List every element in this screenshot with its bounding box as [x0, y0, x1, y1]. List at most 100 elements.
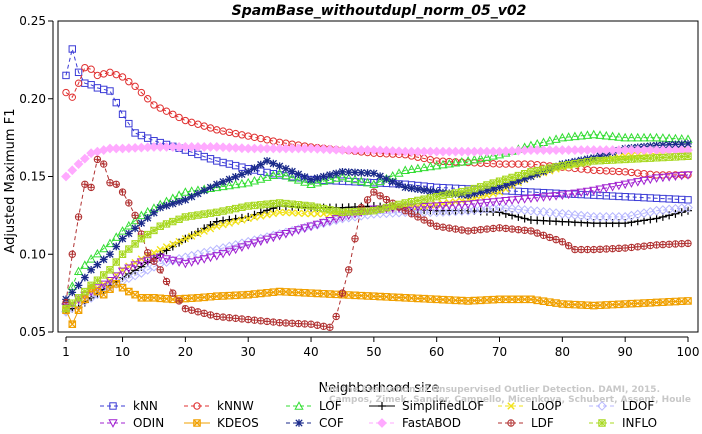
- data-point-lof: [318, 176, 329, 185]
- data-point-ldf: [571, 245, 579, 254]
- data-point-lof: [312, 177, 322, 187]
- data-point-odin: [124, 264, 134, 274]
- data-point-ldf: [495, 224, 504, 232]
- data-point-lof: [488, 151, 498, 160]
- data-point-cof: [414, 185, 422, 194]
- data-point-loop: [244, 214, 252, 223]
- data-point-inflo: [445, 190, 453, 198]
- data-point-inflo: [678, 152, 686, 161]
- data-point-fastabod: [368, 145, 379, 155]
- data-point-loop: [156, 245, 164, 254]
- data-point-odin: [256, 237, 266, 247]
- y-tick-label: 0.05: [19, 325, 46, 339]
- data-point-kdeos: [244, 290, 253, 299]
- data-point-ldf: [169, 289, 177, 297]
- data-point-cof: [206, 183, 215, 192]
- legend-swatch-marker: [507, 419, 515, 427]
- data-point-inflo: [156, 222, 164, 230]
- data-point-lof: [589, 129, 599, 139]
- data-point-lof: [243, 177, 253, 187]
- data-point-simplifiedlof: [212, 217, 221, 226]
- data-point-inflo: [238, 203, 246, 211]
- data-point-ldf: [552, 236, 560, 244]
- data-point-ldf: [225, 314, 234, 322]
- data-point-ldf: [319, 322, 328, 330]
- data-point-inflo: [439, 191, 447, 200]
- series-line-knn: [65, 48, 689, 201]
- series-ldf: [62, 155, 692, 331]
- data-point-ldf: [502, 224, 510, 233]
- data-point-fastabod: [237, 143, 247, 154]
- data-point-inflo: [288, 200, 296, 208]
- data-point-ldf: [382, 195, 391, 204]
- data-point-lof: [281, 170, 291, 180]
- legend-swatch-marker: [295, 419, 303, 427]
- data-point-lof: [331, 173, 341, 182]
- data-point-loop: [187, 232, 196, 240]
- data-point-cof: [470, 189, 479, 198]
- data-point-cof: [382, 175, 391, 183]
- data-point-lof: [406, 164, 417, 174]
- data-point-cof: [68, 288, 77, 297]
- data-point-odin: [281, 230, 291, 239]
- data-point-loop: [181, 235, 190, 243]
- data-point-ldf: [219, 313, 227, 321]
- data-point-odin: [136, 258, 147, 267]
- data-point-odin: [325, 216, 335, 226]
- y-tick-label: 0.20: [19, 92, 46, 106]
- data-point-cof: [514, 177, 523, 185]
- data-point-ldof: [532, 206, 543, 217]
- data-point-inflo: [407, 197, 416, 206]
- data-point-fastabod: [218, 142, 228, 153]
- data-point-inflo: [577, 159, 585, 167]
- data-point-ldf: [558, 238, 567, 246]
- data-point-odin: [683, 171, 693, 180]
- data-point-odin: [111, 272, 121, 281]
- data-point-cof: [294, 170, 303, 178]
- chart-title: SpamBase_withoutdupl_norm_05_v02: [232, 3, 527, 19]
- data-point-knnw: [125, 77, 133, 86]
- data-point-loop: [169, 240, 177, 248]
- data-point-ldof: [519, 205, 530, 215]
- data-point-ldf: [539, 231, 548, 239]
- legend-swatch-marker: [294, 401, 304, 410]
- data-point-ldf: [175, 297, 183, 305]
- data-point-inflo: [345, 208, 353, 216]
- data-point-cof: [426, 187, 435, 195]
- data-point-cof: [143, 214, 152, 222]
- data-point-simplifiedlof: [244, 212, 253, 221]
- data-point-knn: [125, 119, 133, 128]
- data-point-ldof: [557, 208, 568, 219]
- data-point-simplifiedlof: [501, 209, 510, 218]
- data-point-lof: [224, 180, 234, 190]
- data-point-ldf: [250, 316, 259, 324]
- data-point-inflo: [370, 207, 378, 215]
- data-point-ldf: [527, 227, 535, 235]
- data-point-cof: [483, 186, 491, 195]
- data-point-ldf: [615, 244, 623, 252]
- data-point-ldf: [439, 223, 447, 231]
- x-tick-label: 20: [178, 345, 193, 359]
- data-point-ldf: [583, 245, 592, 254]
- data-point-cof: [495, 183, 504, 192]
- legend-swatch-marker: [377, 418, 387, 428]
- data-point-odin: [444, 201, 454, 211]
- data-point-inflo: [420, 195, 428, 203]
- data-point-ldf: [62, 298, 70, 307]
- data-point-loop: [313, 210, 322, 218]
- data-point-inflo: [74, 294, 83, 302]
- data-point-loop: [263, 211, 271, 219]
- data-point-lof: [287, 172, 297, 182]
- data-point-lof: [337, 171, 348, 181]
- data-point-lof: [111, 232, 121, 241]
- data-point-loop: [288, 209, 296, 217]
- data-point-knnw: [99, 70, 108, 78]
- data-point-knn: [131, 129, 139, 137]
- credit-line-1: Campos, Zimek, Sander, Campello, Micenko…: [329, 395, 691, 405]
- data-point-loop: [269, 209, 278, 218]
- data-point-lof: [268, 170, 278, 179]
- data-point-inflo: [307, 202, 315, 210]
- data-point-fastabod: [73, 159, 84, 169]
- data-point-cof: [219, 177, 227, 186]
- data-point-knn: [112, 98, 120, 107]
